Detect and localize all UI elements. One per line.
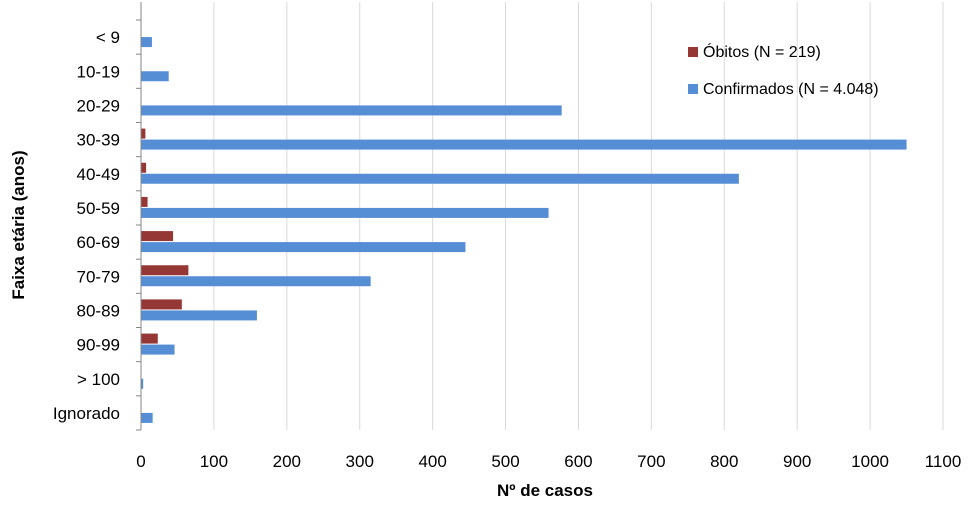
y-tick-label: < 9: [96, 28, 120, 47]
x-tick-label: 700: [637, 452, 665, 471]
bar-confirmados: [141, 242, 466, 253]
bar-confirmados: [141, 207, 549, 218]
x-tick-label: 800: [710, 452, 738, 471]
bar-obitos: [141, 265, 189, 276]
x-tick-label: 1000: [851, 452, 889, 471]
y-tick-label: 70-79: [77, 267, 120, 286]
bar-confirmados: [141, 310, 257, 321]
legend-swatch: [688, 84, 698, 94]
bar-obitos: [141, 333, 158, 344]
legend-label: Óbitos (N = 219): [703, 42, 821, 61]
x-tick-label: 500: [491, 452, 519, 471]
bar-confirmados: [141, 173, 739, 184]
y-tick-label: 20-29: [77, 96, 120, 115]
bar-obitos: [141, 196, 148, 207]
y-tick-label: 40-49: [77, 165, 120, 184]
x-tick-label: 600: [564, 452, 592, 471]
x-tick-label: 100: [200, 452, 228, 471]
x-tick-label: 400: [418, 452, 446, 471]
y-tick-labels: < 9 10-19 20-29 30-39 40-49 50-59 60-69 70-79 80…: [53, 19, 141, 431]
legend: Óbitos (N = 219) Confirmados (N = 4.048): [688, 42, 879, 98]
y-tick-label: 80-89: [77, 301, 120, 320]
bar-confirmados: [141, 378, 144, 389]
x-tick-label: 200: [273, 452, 301, 471]
x-tick-label: 300: [346, 452, 374, 471]
y-tick-label: 10-19: [77, 62, 120, 81]
y-tick-label: Ignorado: [53, 404, 120, 423]
bar-confirmados: [141, 105, 562, 116]
y-tick-label: 50-59: [77, 199, 120, 218]
legend-swatch: [688, 47, 698, 57]
x-tick-label: 0: [136, 452, 145, 471]
y-tick-label: 90-99: [77, 336, 120, 355]
bar-obitos: [141, 231, 174, 242]
x-axis-title: Nº de casos: [497, 481, 593, 500]
y-axis-title: Faixa etária (anos): [9, 150, 28, 299]
bar-confirmados: [141, 37, 152, 48]
bar-confirmados: [141, 139, 907, 150]
bars: [141, 37, 907, 423]
bar-confirmados: [141, 276, 371, 287]
bar-confirmados: [141, 71, 169, 82]
bar-confirmados: [141, 344, 175, 355]
x-tick-labels: 0 100 200 300 400 500 600 700 800 900 1000 1100: [136, 452, 961, 471]
y-tick-label: 60-69: [77, 233, 120, 252]
legend-label: Confirmados (N = 4.048): [703, 81, 879, 98]
bar-obitos: [141, 128, 146, 139]
bar-obitos: [141, 162, 147, 173]
x-tick-label: 1100: [925, 452, 962, 471]
y-tick-label: 30-39: [77, 131, 120, 150]
bar-confirmados: [141, 412, 153, 423]
x-tick-label: 900: [783, 452, 811, 471]
bar-obitos: [141, 299, 182, 310]
y-tick-label: > 100: [77, 370, 120, 389]
